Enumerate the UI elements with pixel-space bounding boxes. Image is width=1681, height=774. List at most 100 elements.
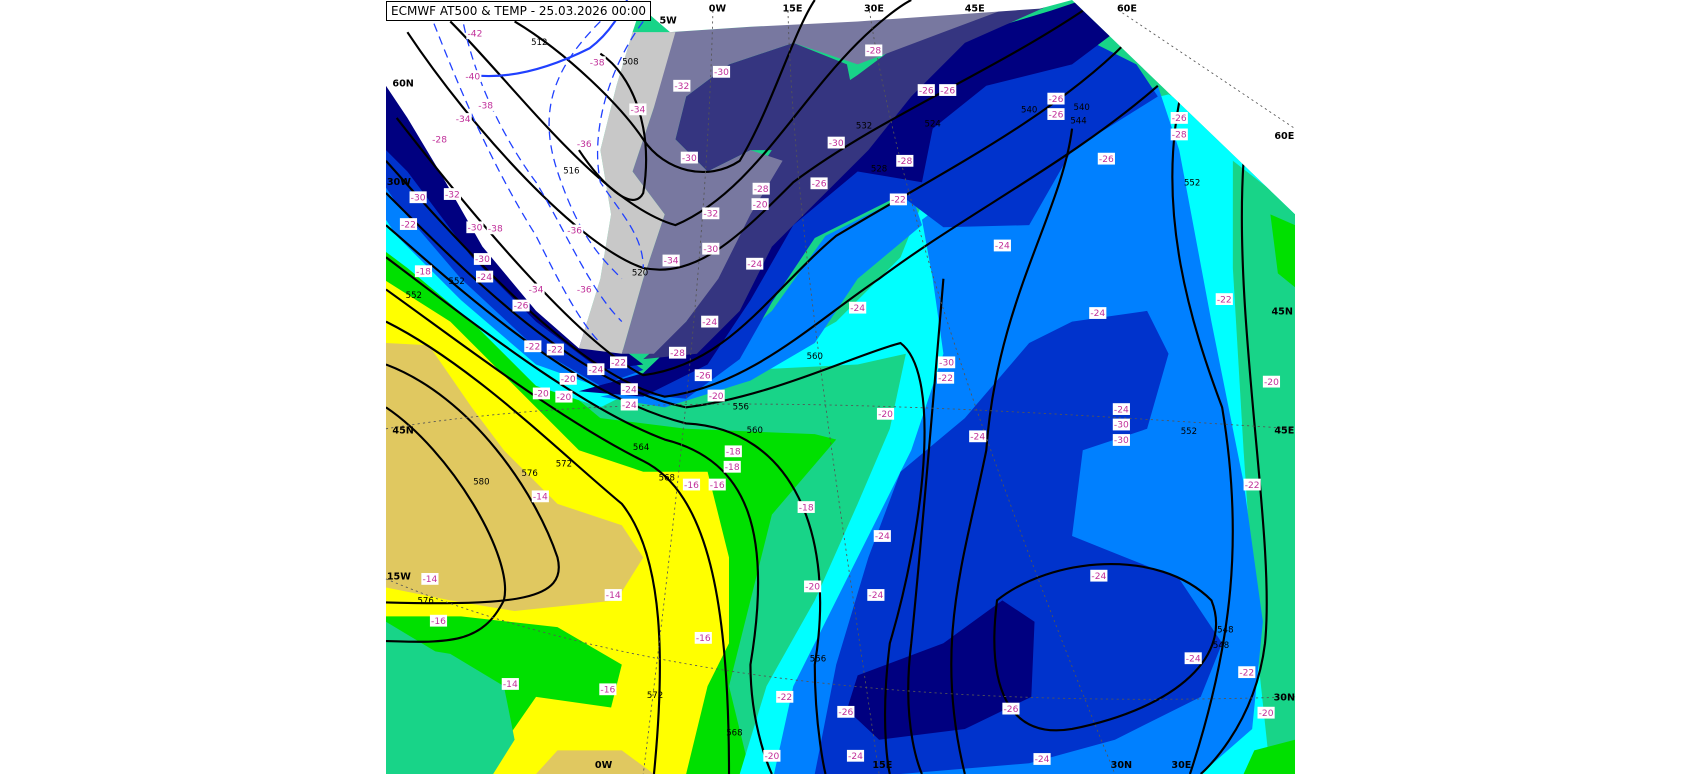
- temperature-label-text: -24: [747, 260, 762, 270]
- temperature-label: -18: [797, 501, 815, 513]
- temperature-label: -22: [1215, 293, 1233, 305]
- temperature-label-text: -20: [878, 410, 893, 420]
- contour-label: 556: [733, 403, 749, 413]
- temperature-label: -24: [620, 383, 638, 395]
- temperature-label-text: -24: [1090, 309, 1105, 319]
- temperature-label-box: [673, 79, 691, 92]
- temperature-label-text: -24: [1035, 755, 1050, 765]
- temperature-label-text: -24: [970, 433, 985, 443]
- contour-label: 572: [647, 691, 663, 701]
- geo-label: 60E: [1117, 4, 1137, 15]
- contour-line: [385, 363, 560, 605]
- temperature-label: -18: [724, 445, 742, 458]
- contour-label: 512: [531, 38, 547, 48]
- temperature-label-text: -34: [630, 106, 645, 116]
- temperature-label: -22: [524, 340, 542, 352]
- contour-label: 532: [856, 122, 872, 132]
- temperature-label: -24: [476, 270, 494, 283]
- temperature-label: -24: [1089, 307, 1107, 319]
- temperature-label-box: [873, 530, 891, 542]
- temperature-label-text: -20: [753, 200, 768, 210]
- temperature-label-box: [724, 445, 742, 458]
- temperature-label: -20: [763, 749, 781, 762]
- temperature-label-text: -24: [477, 273, 492, 283]
- geo-label: 45N: [1271, 307, 1292, 318]
- temperature-label-text: -26: [1004, 705, 1019, 715]
- contour-label: 524: [925, 119, 941, 129]
- temperature-label-text: -24: [1114, 405, 1129, 415]
- temperature-label-text: -20: [561, 375, 576, 385]
- temperature-label-box: [712, 65, 731, 78]
- temperature-label: -26: [1047, 108, 1065, 120]
- contour-label: 576: [521, 469, 537, 479]
- temperature-label-text: -14: [533, 493, 548, 503]
- temperature-labels: -42 -40 -38 -34 -36 -34 -38 -36 -38 -34 -36 -34 -32 -…: [399, 27, 1281, 765]
- temperature-label-box: [776, 690, 794, 703]
- temperature-label-box: [694, 631, 712, 644]
- temperature-label-box: [680, 151, 698, 164]
- temperature-label: -24: [587, 363, 605, 376]
- temperature-label-text: -22: [611, 359, 626, 369]
- temperature-label-text: -28: [670, 349, 685, 359]
- temperature-label-text: -22: [1245, 481, 1260, 491]
- contour-line: [385, 320, 661, 774]
- temperature-label: -20: [1262, 375, 1281, 388]
- temperature-label-text: -20: [534, 390, 549, 400]
- temperature-label: -16: [682, 478, 701, 491]
- contour-line: [1199, 160, 1268, 774]
- temperature-label: -26: [939, 84, 957, 96]
- temperature-label-text: -18: [725, 463, 740, 473]
- temperature-label-box: [804, 580, 822, 593]
- temperature-label-box: [846, 749, 865, 762]
- temperature-label-box: [746, 257, 764, 270]
- temperature-label: -16: [599, 683, 617, 696]
- geo-label: 5W: [659, 15, 677, 26]
- temperature-label-box: [575, 283, 593, 296]
- temperature-label-text: -20: [764, 752, 779, 762]
- temperature-label-text: -22: [777, 693, 792, 703]
- temperature-label-text: -22: [1239, 668, 1254, 678]
- temperature-label-box: [531, 490, 549, 503]
- temperature-label-text: -28: [866, 47, 881, 57]
- contour-label: 580: [473, 478, 489, 488]
- temperature-label-text: -32: [674, 82, 689, 92]
- geo-label: 45N: [392, 426, 413, 437]
- temperature-label-box: [1257, 706, 1275, 719]
- graticule-line: [787, 10, 880, 774]
- temperature-label-box: [702, 207, 720, 220]
- temperature-label-text: -28: [1172, 131, 1187, 141]
- temperature-label-text: -24: [588, 365, 603, 375]
- temperature-label-box: [1002, 702, 1020, 715]
- temperature-label: -24: [993, 239, 1011, 252]
- temperature-label: -28: [668, 346, 687, 359]
- temperature-label: -40: [464, 70, 482, 82]
- temperature-label: -26: [1002, 702, 1020, 715]
- temperature-label-text: -26: [514, 302, 529, 312]
- temperature-label-box: [1170, 112, 1188, 124]
- temperature-label-text: -30: [475, 255, 490, 265]
- temperature-fill-layer: [385, 0, 1296, 774]
- temperature-label-text: -26: [696, 371, 711, 381]
- contour-line: [395, 42, 1127, 377]
- temperature-label: -30: [712, 65, 731, 78]
- temperature-label-text: -34: [456, 115, 471, 125]
- contour-label: 552: [1184, 178, 1200, 188]
- contour-line: [385, 192, 926, 774]
- temperature-label-text: -40: [465, 72, 480, 82]
- temperature-label: -26: [694, 369, 712, 381]
- temperature-label-box: [587, 363, 605, 376]
- temperature-label-text: -26: [812, 180, 827, 190]
- temperature-label-text: -24: [868, 591, 883, 601]
- contour-label: 540: [1074, 103, 1090, 113]
- temperature-label: -30: [1112, 434, 1130, 446]
- temperature-label-text: -30: [682, 154, 697, 164]
- temperature-label-text: -16: [684, 481, 699, 491]
- contour-label: 548: [1217, 625, 1233, 635]
- temperature-label: -30: [466, 221, 484, 233]
- temperature-label-box: [917, 84, 935, 96]
- temperature-label-box: [1047, 108, 1065, 120]
- contour-line: [385, 256, 773, 774]
- height-contours: [385, 0, 1268, 774]
- temperature-label-text: -32: [445, 190, 460, 200]
- temperature-label-text: -26: [940, 86, 955, 96]
